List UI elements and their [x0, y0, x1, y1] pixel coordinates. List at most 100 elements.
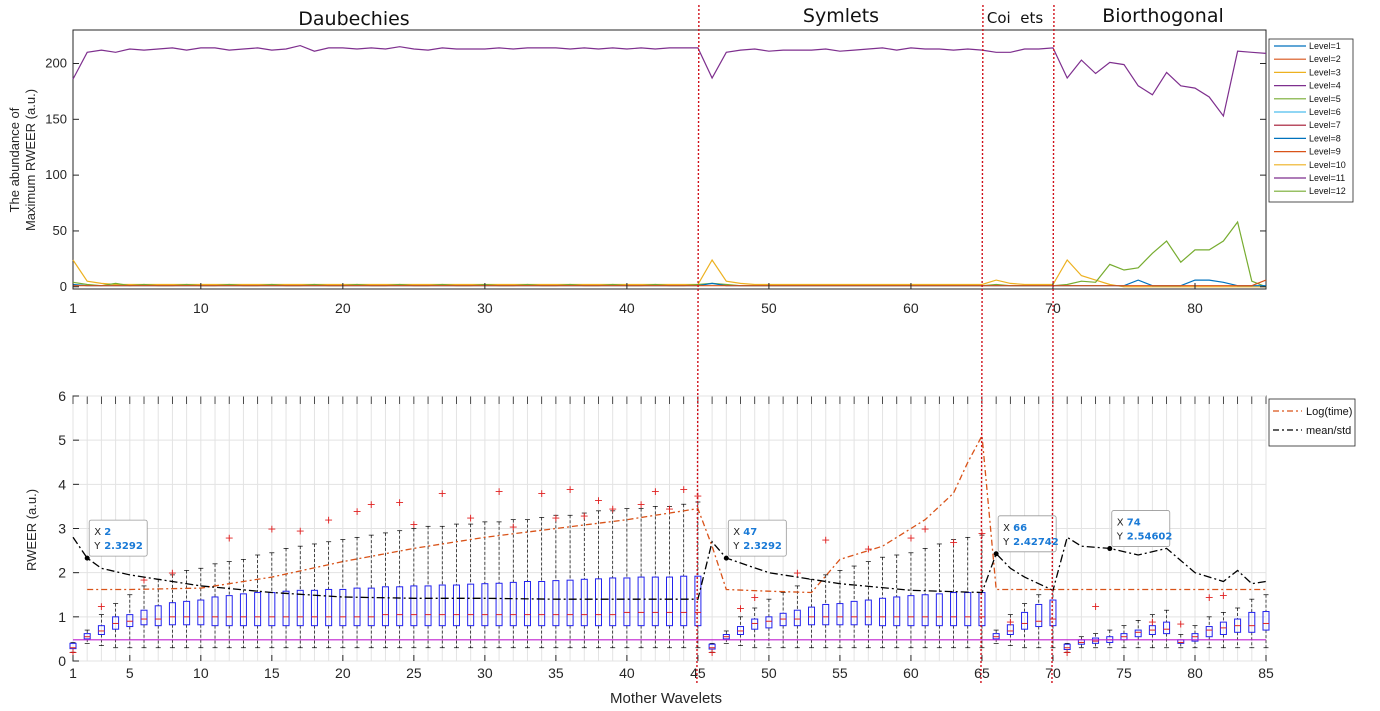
box [523, 581, 531, 627]
bottom-xtick-label: 75 [1116, 665, 1132, 681]
boxplot-item [921, 548, 929, 649]
legend-label-level-7: Level=7 [1309, 120, 1341, 130]
boxplot-item [836, 570, 844, 649]
box [495, 582, 503, 627]
box [623, 577, 631, 627]
outlier-marker: + [267, 523, 276, 536]
boxplot-item [1163, 609, 1171, 649]
bottom-chart: + + + + + + + + + + + + + + + + + + + + + + + + + + + + + + + + + + + + + + + +… [24, 388, 1356, 707]
outlier-marker: + [494, 485, 503, 498]
group-label-biorthogonal: Biorthogonal [1102, 5, 1224, 27]
box [197, 599, 205, 626]
datatip-y-label: Y [93, 541, 101, 552]
legend-label-level-3: Level=3 [1309, 67, 1341, 77]
outlier-marker: + [921, 523, 930, 536]
box [1035, 603, 1043, 628]
legend-label-level-6: Level=6 [1309, 107, 1341, 117]
box [552, 580, 560, 627]
box [566, 579, 574, 627]
outlier-marker: + [97, 600, 106, 613]
box [1063, 643, 1071, 651]
bottom-ylabel: RWEER (a.u.) [24, 489, 39, 571]
legend-label-level-5: Level=5 [1309, 94, 1341, 104]
bottom-ytick-label: 0 [58, 653, 66, 669]
outlier-marker: + [324, 514, 333, 527]
datatip-point [993, 551, 999, 557]
boxplot-item [1219, 612, 1227, 649]
boxplot-item [495, 521, 503, 649]
box [410, 585, 418, 627]
box [339, 588, 347, 627]
boxplot-item [396, 530, 404, 649]
boxplot-item [822, 574, 830, 649]
datatip-box [727, 519, 787, 557]
boxplot-item [666, 506, 673, 649]
top-xtick-label: 80 [1187, 300, 1203, 316]
bottom-xtick-label: 70 [1045, 665, 1061, 681]
box [793, 609, 801, 627]
top-plot-area [72, 29, 1267, 290]
box [211, 596, 219, 627]
legend-label-level-9: Level=9 [1309, 147, 1341, 157]
boxplot-item [879, 556, 887, 649]
boxplot-item [1092, 633, 1100, 649]
outlier-marker: + [864, 542, 873, 555]
box [1163, 621, 1171, 635]
box [1134, 629, 1142, 638]
boxplot-item [509, 519, 517, 649]
datatip-x-value: 74 [1127, 518, 1141, 529]
boxplot-item [765, 598, 773, 649]
top-xtick-label: 70 [1045, 300, 1061, 316]
boxplot-item [1021, 603, 1029, 649]
outlier-marker: + [367, 498, 376, 511]
top-ylabel-line1: The abundance of [7, 107, 22, 212]
box [680, 575, 688, 627]
legend-label-level-10: Level=10 [1309, 160, 1346, 170]
top-ytick-label: 200 [45, 55, 67, 70]
boxplot-item [168, 574, 176, 649]
bottom-ytick-label: 3 [58, 521, 66, 537]
datatip-point [1107, 546, 1113, 552]
box [1205, 626, 1213, 638]
datatip-point [84, 555, 90, 561]
boxplot-item [864, 561, 872, 649]
box [694, 575, 702, 627]
datatip-y-label: Y [1002, 537, 1010, 548]
boxplot-item [452, 523, 460, 649]
datatip-x-label: X [1003, 523, 1010, 534]
box [183, 600, 191, 626]
box [126, 614, 134, 628]
boxplot-item [140, 585, 148, 649]
legend-label-log-time: Log(time) [1306, 406, 1352, 418]
bottom-xlabel: Mother Wavelets [610, 690, 722, 707]
legend-label-level-11: Level=11 [1309, 173, 1345, 183]
boxplot-item [538, 517, 546, 649]
group-label-coiflets: Coi ets [987, 9, 1043, 27]
outlier-marker: + [296, 525, 305, 538]
box [168, 602, 176, 626]
boxplot-item [1234, 607, 1242, 649]
legend-label-mean-std: mean/std [1306, 425, 1351, 437]
boxplot-item [1049, 589, 1057, 649]
group-label-daubechies: Daubechies [298, 8, 409, 30]
boxplot-item [1148, 614, 1156, 649]
bottom-ytick-label: 1 [58, 609, 66, 625]
box [467, 583, 475, 627]
outlier-marker: + [821, 534, 830, 547]
bottom-xtick-label: 60 [903, 665, 919, 681]
outlier-marker: + [409, 518, 418, 531]
box [921, 594, 929, 627]
legend-label-level-1: Level=1 [1309, 41, 1341, 51]
boxplot-item [467, 523, 475, 649]
outlier-marker: + [736, 602, 745, 615]
outlier-marker: + [949, 536, 958, 549]
box [609, 577, 617, 627]
bottom-xtick-label: 85 [1258, 665, 1274, 681]
boxplot-item [1134, 620, 1142, 649]
boxplot-item [83, 629, 91, 644]
boxplot-item [481, 521, 489, 649]
datatip: X 66Y 2.42742 [993, 515, 1059, 557]
outlier-marker: + [580, 509, 589, 522]
top-ytick-label: 50 [53, 223, 67, 238]
